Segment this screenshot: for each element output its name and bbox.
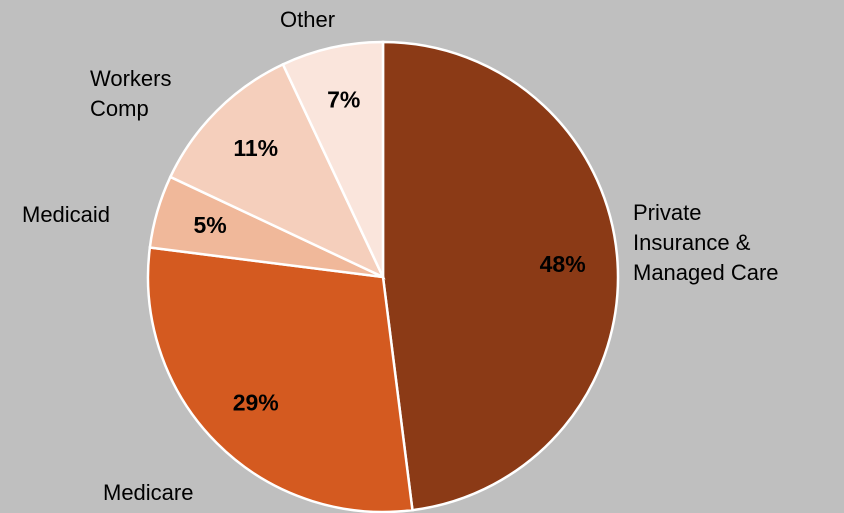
category-label: Private Insurance & Managed Care [633, 200, 779, 285]
category-label: Other [280, 7, 336, 32]
category-label: Medicaid [22, 202, 111, 227]
pie-slice [281, 40, 385, 278]
pie-slice [168, 62, 386, 280]
data-label: 7% [327, 86, 360, 112]
data-label: 48% [540, 251, 586, 277]
category-label: Workers Comp [90, 66, 172, 121]
pie-slice [381, 40, 620, 512]
data-label: 29% [233, 389, 279, 415]
category-label: Medicare [103, 480, 194, 505]
data-label: 5% [194, 212, 227, 238]
data-label: 11% [233, 135, 278, 161]
pie-slice [146, 246, 414, 513]
